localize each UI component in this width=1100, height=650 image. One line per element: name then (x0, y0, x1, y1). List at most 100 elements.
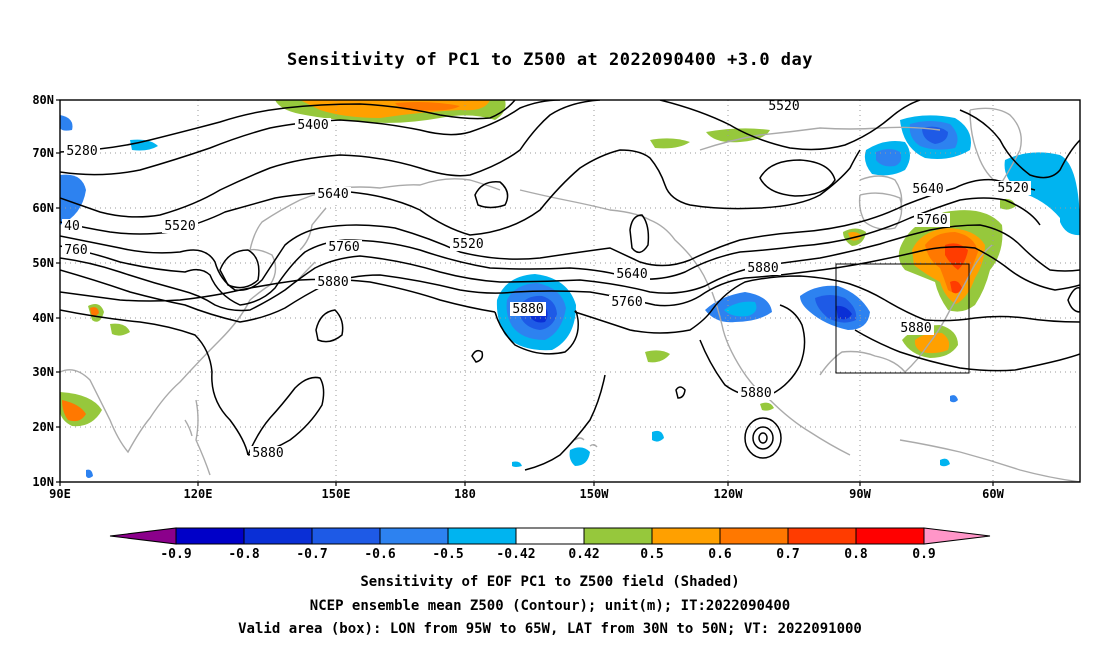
colorbar-label: 0.8 (844, 547, 868, 562)
map-title: Sensitivity of PC1 to Z500 at 2022090400… (286, 50, 813, 70)
coast-taiwan-ph (184, 399, 211, 476)
valid-area-box (835, 263, 970, 374)
lat-label: 30N (32, 365, 54, 379)
shade-orange-1 (90, 307, 99, 316)
contour-5280 (60, 100, 516, 153)
contour-5880-g (524, 374, 606, 471)
contour-5640 (60, 178, 1036, 292)
coast-sa (899, 439, 1080, 482)
lon-label: 120E (184, 487, 213, 501)
contour-label: 5400 (297, 118, 328, 133)
contour-5880-d (60, 309, 249, 456)
contour-closed-9 (752, 426, 774, 450)
lat-label: 60N (32, 201, 54, 215)
shade-ne-red2 (950, 280, 962, 294)
contour-5880-i (854, 329, 1080, 372)
colorbar-segment (175, 527, 245, 545)
contour-label: 5640 (317, 187, 348, 202)
shade-arctic-darkorange (395, 102, 460, 111)
shade-west-cyan-1 (60, 115, 73, 131)
contour-label-bg (898, 321, 934, 335)
contour-5520-b (659, 100, 921, 151)
lat-label: 10N (32, 475, 54, 489)
contour-label-bg (64, 144, 100, 158)
contour-5400 (60, 100, 561, 176)
caption-shaded: Sensitivity of EOF PC1 to Z500 field (Sh… (360, 574, 740, 590)
colorbar-segment (651, 527, 721, 545)
coast-alaska (519, 189, 711, 291)
contour-label-bg (62, 219, 82, 233)
shade-baffin-dark (922, 126, 948, 144)
colorbar-label: -0.42 (496, 547, 535, 562)
contour-label: 5760 (611, 295, 642, 310)
contour-label-bg (250, 446, 286, 460)
caption-contour: NCEP ensemble mean Z500 (Contour); unit(… (309, 598, 791, 614)
contour-label-bg (326, 240, 362, 254)
colorbar-label: -0.9 (160, 547, 191, 562)
contour-label-bg (315, 275, 351, 289)
colorbar-segment (787, 527, 857, 545)
coast-asia (60, 178, 501, 454)
contour-label: 5520 (164, 219, 195, 234)
contour-label: 5760 (916, 213, 947, 228)
contour-5880-f (247, 376, 325, 456)
contour-5880-h (699, 304, 806, 397)
shade-green-canada2 (650, 138, 690, 149)
lat-label: 80N (32, 93, 54, 107)
contour-closed-8 (744, 417, 782, 459)
contour-closed-11 (1067, 287, 1080, 313)
contour-closed-6 (471, 349, 484, 363)
colorbar-end-high (923, 527, 991, 545)
lon-label: 150E (322, 487, 351, 501)
lon-label: 120W (714, 487, 744, 501)
lat-label: 50N (32, 256, 54, 270)
longitude-axis: 90E 120E 150E 180 150W 120W 90W 60W (49, 482, 1005, 501)
colorbar-segment (719, 527, 789, 545)
contour-5760 (60, 224, 1080, 312)
contour-5520-d (60, 149, 861, 236)
shade-cyan-6 (512, 461, 522, 467)
coast-hudson (858, 192, 903, 230)
contour-5640-b (60, 197, 1041, 306)
shade-na-dark (836, 305, 852, 320)
contour-label: 5520 (997, 181, 1028, 196)
colorbar-label: 0.42 (568, 547, 599, 562)
z500-contours (60, 100, 1080, 471)
contour-label: 5880 (317, 275, 348, 290)
contour-label-bg (295, 118, 331, 132)
colorbar-segment (515, 527, 585, 545)
colorbar-label: -0.7 (296, 547, 327, 562)
contour-label-bg (609, 295, 645, 309)
coastlines (60, 107, 1080, 482)
contour-label-bg (910, 182, 946, 196)
colorbar-label: -0.5 (432, 547, 463, 562)
contour-label: 5520 (452, 237, 483, 252)
contour-label: 5280 (66, 144, 97, 159)
contour-closed-3 (474, 181, 509, 209)
contour-label: 5880 (900, 321, 931, 336)
lon-label: 90E (49, 487, 71, 501)
colorbar-segment (583, 527, 653, 545)
colorbar-label: -0.8 (228, 547, 259, 562)
gridlines (60, 100, 1080, 482)
contour-label-bg (450, 237, 486, 251)
colorbar-segment (855, 527, 925, 545)
contour-label: 5520 (768, 99, 799, 114)
lon-label: 150W (580, 487, 610, 501)
shade-green-4 (645, 350, 670, 363)
colorbar-segment (447, 527, 517, 545)
contour-closed-7 (675, 386, 686, 399)
contour-label-bg (766, 99, 802, 113)
contour-closed-4 (759, 159, 836, 197)
lat-label: 20N (32, 420, 54, 434)
sensitivity-shading (60, 100, 1080, 478)
shade-blue-atl (950, 395, 958, 403)
contour-label: 40 (64, 219, 80, 234)
contour-label-bg (745, 261, 781, 275)
shade-cyan-4 (569, 447, 590, 466)
colorbar-segment (243, 527, 313, 545)
shade-cyan-caribbean (940, 458, 950, 467)
contour-5520-c (959, 109, 1080, 179)
contour-label-bg (614, 267, 650, 281)
